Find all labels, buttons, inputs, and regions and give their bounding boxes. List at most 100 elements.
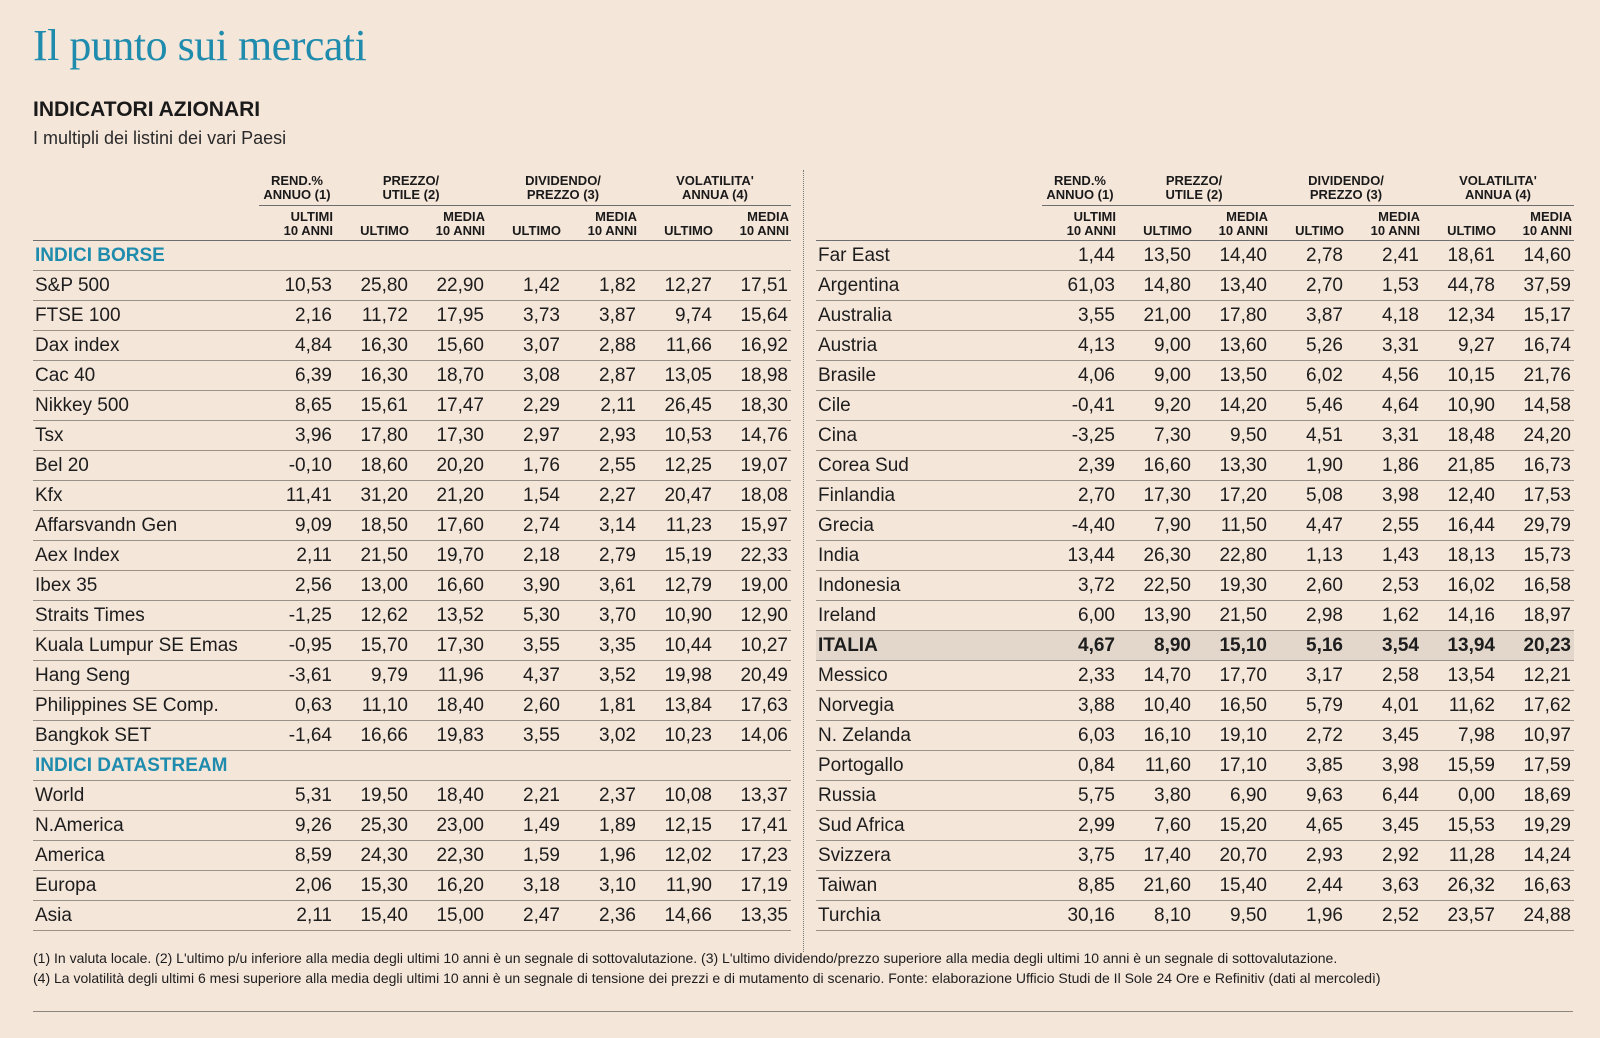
index-name: Ibex 35 bbox=[33, 570, 259, 601]
indices-table-right: REND.% ANNUO (1) PREZZO/UTILE (2) DIVIDEN… bbox=[816, 174, 1574, 931]
subheader: MEDIA 10 ANNI bbox=[1498, 205, 1574, 241]
value-cell: 4,84 bbox=[259, 330, 335, 361]
value-cell: 15,20 bbox=[1194, 810, 1270, 841]
section-title: INDICATORI AZIONARI bbox=[33, 98, 261, 121]
index-name: Turchia bbox=[816, 900, 1042, 931]
value-cell: 9,00 bbox=[1118, 330, 1194, 361]
value-cell: 15,70 bbox=[335, 630, 411, 661]
value-cell: -0,95 bbox=[259, 630, 335, 661]
value-cell: 17,19 bbox=[715, 870, 791, 901]
value-cell: 20,20 bbox=[411, 450, 487, 481]
table-row: World 5,31 19,50 18,40 2,21 2,37 10,08 13,37 bbox=[33, 780, 791, 811]
value-cell: 17,51 bbox=[715, 270, 791, 301]
index-name: ITALIA bbox=[816, 630, 1042, 661]
value-cell: 23,00 bbox=[411, 810, 487, 841]
value-cell: 26,30 bbox=[1118, 540, 1194, 571]
index-name: Far East bbox=[816, 240, 1042, 271]
value-cell: 1,89 bbox=[563, 810, 639, 841]
value-cell: 9,20 bbox=[1118, 390, 1194, 421]
value-cell: 9,26 bbox=[259, 810, 335, 841]
value-cell: 17,40 bbox=[1118, 840, 1194, 871]
header-dy: DIVIDENDO/PREZZO (3) bbox=[487, 174, 639, 206]
value-cell: 17,30 bbox=[1118, 480, 1194, 511]
value-cell: 2,78 bbox=[1270, 240, 1346, 271]
table-row: N.America 9,26 25,30 23,00 1,49 1,89 12,15 17,4… bbox=[33, 810, 791, 841]
value-cell: 4,56 bbox=[1346, 360, 1422, 391]
value-cell: 1,13 bbox=[1270, 540, 1346, 571]
value-cell: 3,87 bbox=[563, 300, 639, 331]
value-cell: 11,90 bbox=[639, 870, 715, 901]
value-cell: 10,40 bbox=[1118, 690, 1194, 721]
value-cell: 9,50 bbox=[1194, 420, 1270, 451]
value-cell: 5,16 bbox=[1270, 630, 1346, 661]
value-cell: 16,58 bbox=[1498, 570, 1574, 601]
index-name: Grecia bbox=[816, 510, 1042, 541]
value-cell: 3,35 bbox=[563, 630, 639, 661]
index-name: India bbox=[816, 540, 1042, 571]
value-cell: 15,59 bbox=[1422, 750, 1498, 781]
value-cell: 6,39 bbox=[259, 360, 335, 391]
table-row: Straits Times -1,25 12,62 13,52 5,30 3,70 10,9… bbox=[33, 600, 791, 631]
value-cell: 12,90 bbox=[715, 600, 791, 631]
subheader: ULTIMO bbox=[1422, 205, 1498, 241]
value-cell: 12,21 bbox=[1498, 660, 1574, 691]
value-cell: 4,51 bbox=[1270, 420, 1346, 451]
value-cell: 18,98 bbox=[715, 360, 791, 391]
value-cell: 13,35 bbox=[715, 900, 791, 931]
value-cell: 10,53 bbox=[259, 270, 335, 301]
value-cell: 21,50 bbox=[335, 540, 411, 571]
value-cell: 61,03 bbox=[1042, 270, 1118, 301]
table-row: Grecia -4,40 7,90 11,50 4,47 2,55 16,44 29,79 bbox=[816, 510, 1574, 541]
table-row: Bangkok SET -1,64 16,66 19,83 3,55 3,02 10,23 1… bbox=[33, 720, 791, 751]
value-cell: 2,52 bbox=[1346, 900, 1422, 931]
value-cell: 11,62 bbox=[1422, 690, 1498, 721]
value-cell: 4,13 bbox=[1042, 330, 1118, 361]
value-cell: 18,13 bbox=[1422, 540, 1498, 571]
value-cell: 2,39 bbox=[1042, 450, 1118, 481]
index-name: Australia bbox=[816, 300, 1042, 331]
value-cell: 14,58 bbox=[1498, 390, 1574, 421]
subheader: ULTIMI 10 ANNI bbox=[259, 205, 335, 241]
value-cell: 11,50 bbox=[1194, 510, 1270, 541]
value-cell: 2,79 bbox=[563, 540, 639, 571]
value-cell: 3,07 bbox=[487, 330, 563, 361]
value-cell: 12,62 bbox=[335, 600, 411, 631]
value-cell: 8,10 bbox=[1118, 900, 1194, 931]
table-row: Svizzera 3,75 17,40 20,70 2,93 2,92 11,28 14,24 bbox=[816, 840, 1574, 871]
value-cell: 14,70 bbox=[1118, 660, 1194, 691]
value-cell: 2,53 bbox=[1346, 570, 1422, 601]
value-cell: 12,34 bbox=[1422, 300, 1498, 331]
value-cell: 18,61 bbox=[1422, 240, 1498, 271]
value-cell: 2,41 bbox=[1346, 240, 1422, 271]
value-cell: 7,90 bbox=[1118, 510, 1194, 541]
index-name: S&P 500 bbox=[33, 270, 259, 301]
table-row: FTSE 100 2,16 11,72 17,95 3,73 3,87 9,74 15,64 bbox=[33, 300, 791, 331]
column-divider bbox=[803, 170, 804, 952]
table-row: Far East 1,44 13,50 14,40 2,78 2,41 18,61 14,60 bbox=[816, 240, 1574, 271]
value-cell: 23,57 bbox=[1422, 900, 1498, 931]
index-name: Philippines SE Comp. bbox=[33, 690, 259, 721]
value-cell: 17,70 bbox=[1194, 660, 1270, 691]
value-cell: 0,63 bbox=[259, 690, 335, 721]
table-row: Indonesia 3,72 22,50 19,30 2,60 2,53 16,02 16,5… bbox=[816, 570, 1574, 601]
value-cell: 14,24 bbox=[1498, 840, 1574, 871]
table-row: Aex Index 2,11 21,50 19,70 2,18 2,79 15,19 22,3… bbox=[33, 540, 791, 571]
value-cell: 15,73 bbox=[1498, 540, 1574, 571]
value-cell: 2,92 bbox=[1346, 840, 1422, 871]
value-cell: 22,90 bbox=[411, 270, 487, 301]
value-cell: 3,31 bbox=[1346, 420, 1422, 451]
table-row: Norvegia 3,88 10,40 16,50 5,79 4,01 11,62 17,62 bbox=[816, 690, 1574, 721]
value-cell: 10,23 bbox=[639, 720, 715, 751]
value-cell: 20,70 bbox=[1194, 840, 1270, 871]
index-name: Cac 40 bbox=[33, 360, 259, 391]
value-cell: 19,50 bbox=[335, 780, 411, 811]
value-cell: 3,80 bbox=[1118, 780, 1194, 811]
value-cell: 20,47 bbox=[639, 480, 715, 511]
value-cell: 3,10 bbox=[563, 870, 639, 901]
value-cell: 15,97 bbox=[715, 510, 791, 541]
value-cell: 19,30 bbox=[1194, 570, 1270, 601]
left-table-panel: REND.% ANNUO (1) PREZZO/UTILE (2) DIVIDEN… bbox=[33, 174, 791, 931]
index-name: FTSE 100 bbox=[33, 300, 259, 331]
value-cell: 11,41 bbox=[259, 480, 335, 511]
value-cell: 17,41 bbox=[715, 810, 791, 841]
